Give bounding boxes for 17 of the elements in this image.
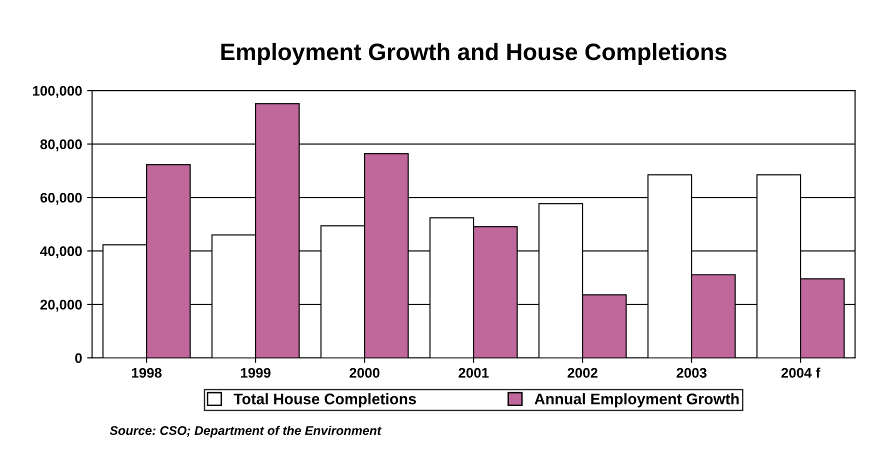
x-tick-label: 2000 <box>350 368 380 378</box>
y-tick-label: 40,000 <box>40 246 82 258</box>
legend-label: Annual Employment Growth <box>534 393 739 408</box>
legend-label: Total House Completions <box>234 393 416 408</box>
y-tick-label: 0 <box>75 353 82 364</box>
y-tick-label: 100,000 <box>33 86 82 98</box>
x-tick-label: 1998 <box>132 368 162 378</box>
chart-title: Employment Growth and House Completions <box>221 42 726 65</box>
source-note: Source: CSO; Department of the Environment <box>110 426 382 438</box>
x-tick-label: 2002 <box>568 368 598 378</box>
x-tick-label: 1999 <box>241 368 271 378</box>
x-tick-label: 2003 <box>676 368 707 378</box>
y-tick-label: 60,000 <box>40 192 82 205</box>
x-tick-label: 2004 f <box>781 368 820 378</box>
x-tick-label: 2001 <box>458 368 489 378</box>
y-tick-label: 20,000 <box>40 300 82 312</box>
y-tick-label: 80,000 <box>40 139 82 152</box>
